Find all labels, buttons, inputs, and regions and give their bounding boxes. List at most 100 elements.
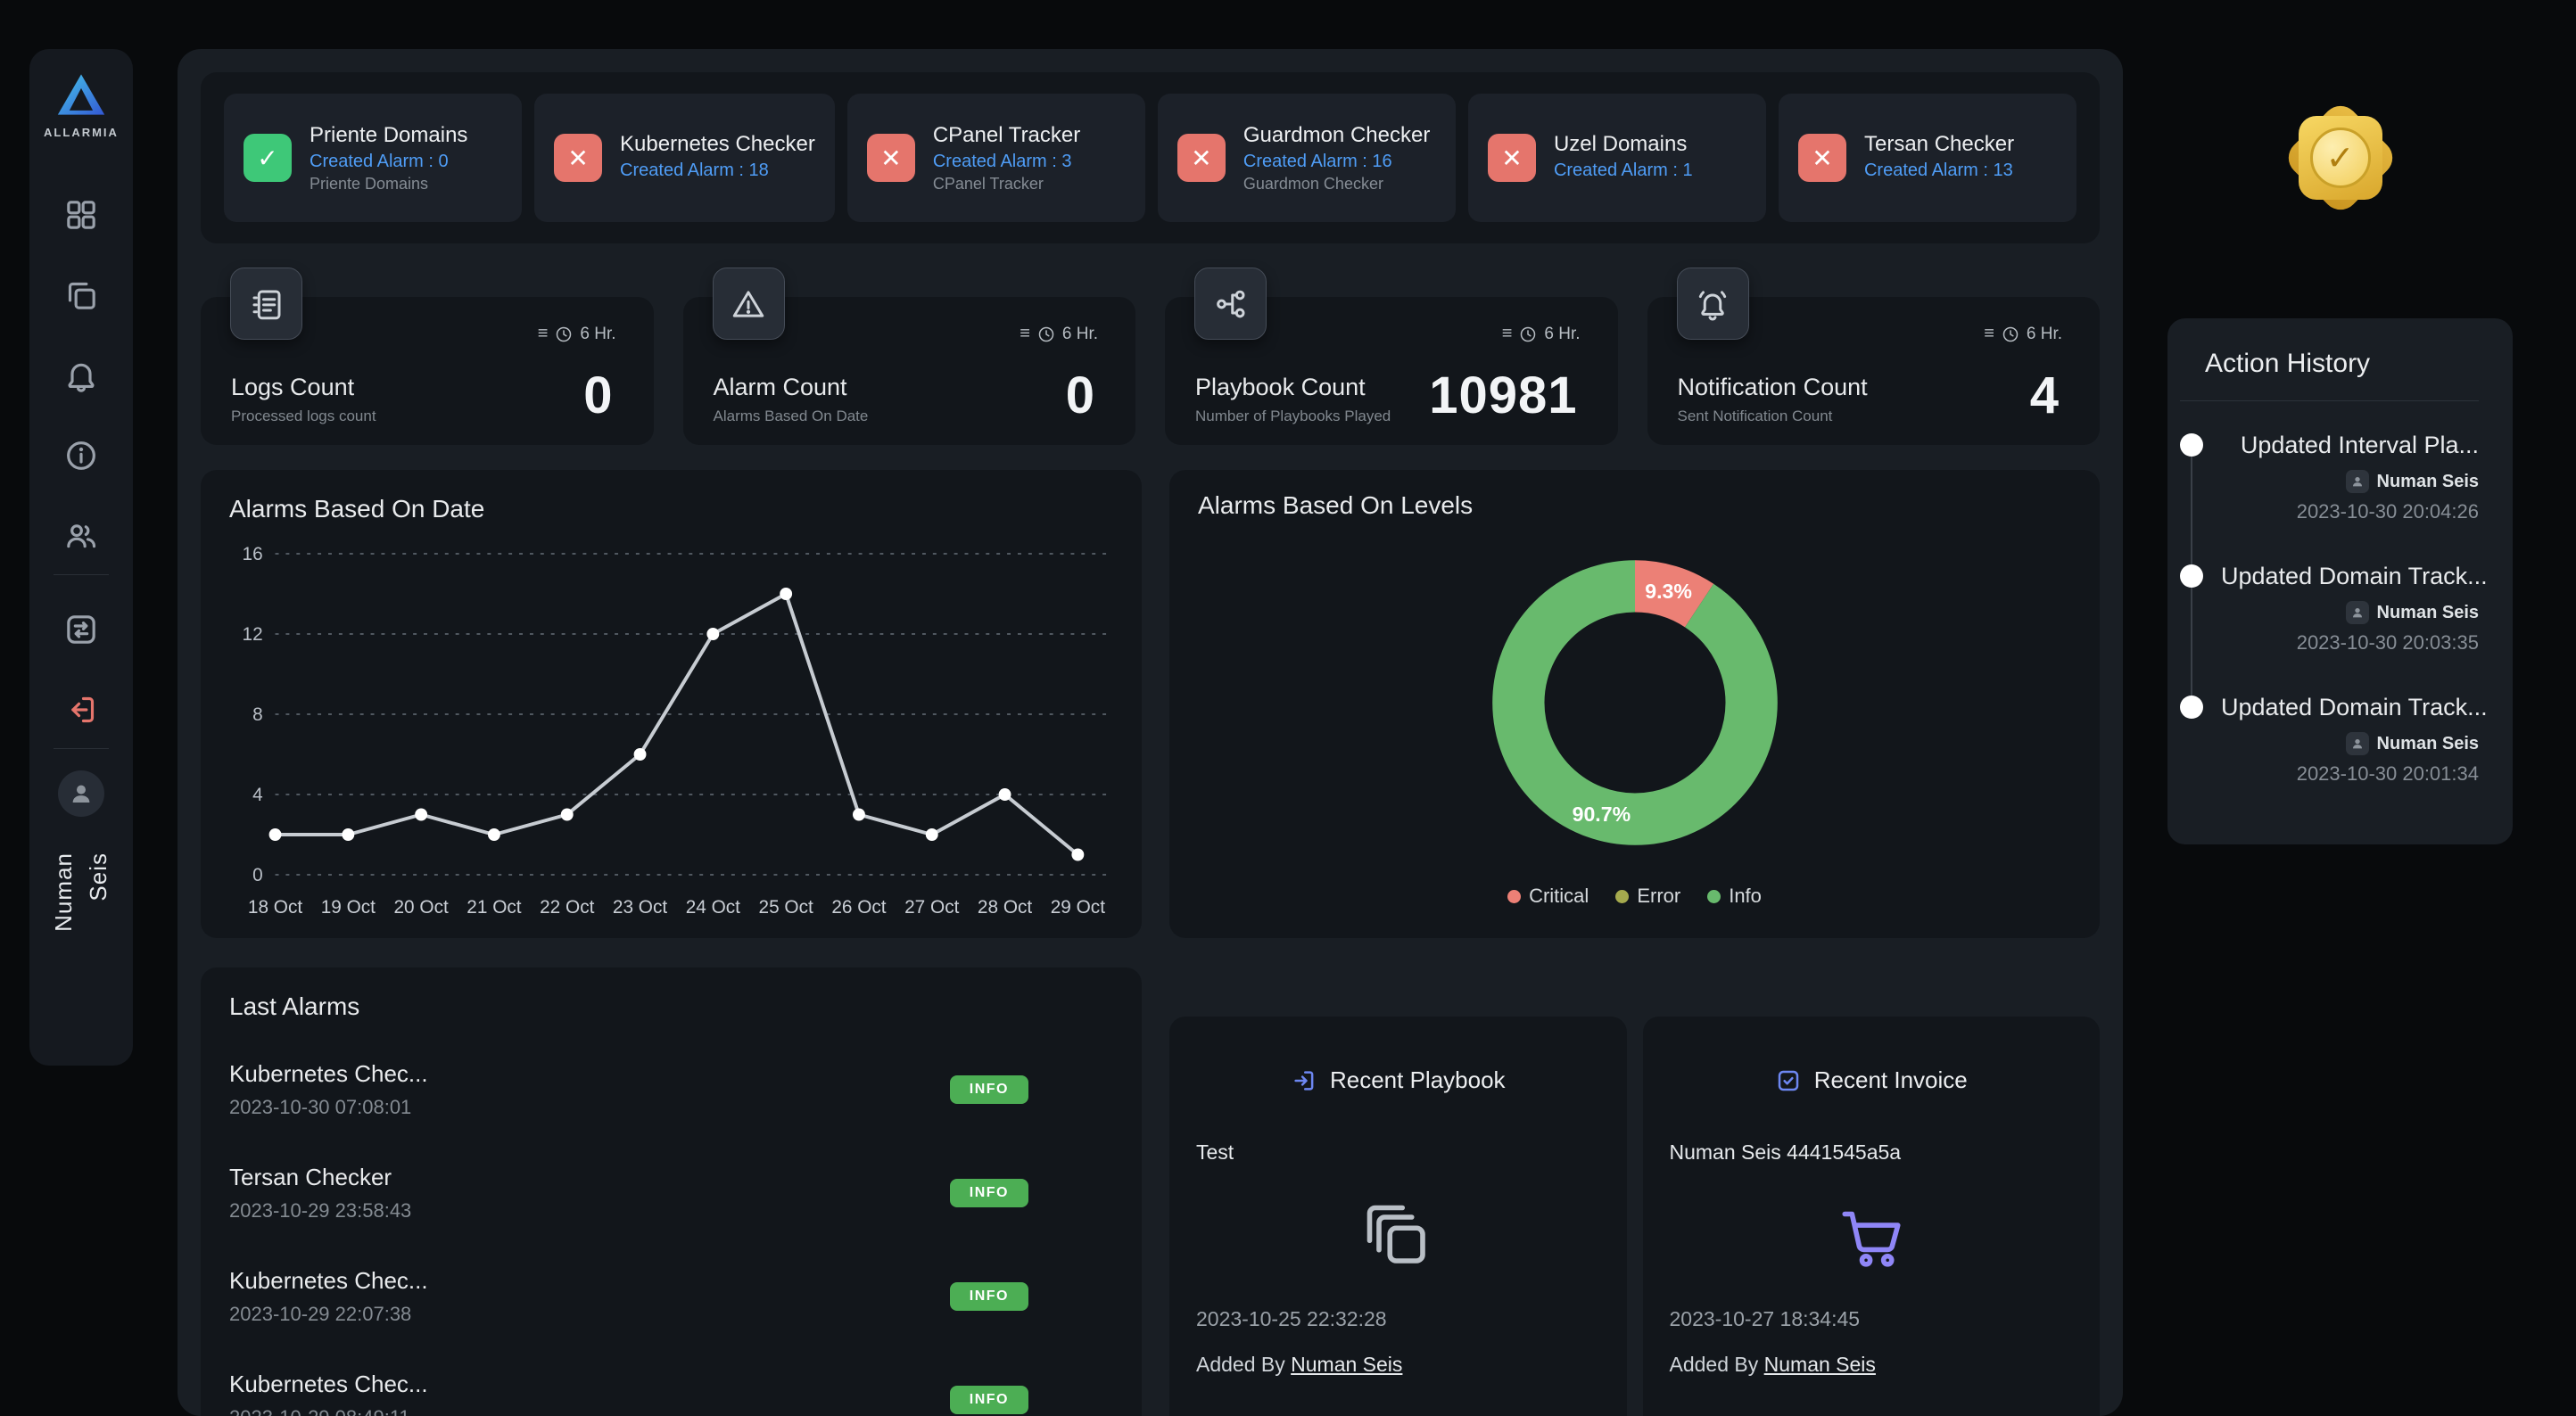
users-icon [67,524,96,548]
stat-title: Notification Count [1677,374,1868,400]
dashboard-grid-icon [67,201,95,229]
monitor-card[interactable]: Kubernetes Checker Created Alarm : 18 [534,94,835,222]
monitor-status-icon [244,134,292,182]
history-entry-title: Updated Domain Track... [2221,694,2488,720]
playbook-timestamp: 2023-10-25 22:32:28 [1196,1307,1387,1330]
monitor-subtitle: Priente Domains [310,174,429,193]
alarm-list-item[interactable]: Tersan Checker 2023-10-29 23:58:43 INFO [229,1149,1113,1237]
sidebar-username: Numan Seis [50,852,112,932]
monitor-text: Guardmon Checker Created Alarm : 16 Guar… [1243,123,1430,193]
monitor-name: Tersan Checker [1863,132,2015,156]
sidebar-item-monitors[interactable] [61,275,102,316]
sidebar-item-dashboard[interactable] [61,194,102,235]
sidebar: ALLARMIA [29,49,133,1066]
history-entry[interactable]: Updated Interval Pla... Numan Seis 2023-… [2180,432,2479,523]
alarm-level-badge: INFO [949,1179,1028,1207]
clock-icon [557,326,572,342]
list-icon: ≡ [1984,324,1994,343]
svg-text:19 Oct: 19 Oct [321,897,376,918]
stat-title: Alarm Count [713,374,847,400]
added-by-user-link[interactable]: Numan Seis [1291,1353,1403,1376]
svg-text:8: 8 [252,704,263,725]
username-last: Seis [85,852,111,901]
sidebar-item-info[interactable] [61,435,102,476]
donut-chart-title: Alarms Based On Levels [1198,491,1474,519]
legend-dot [1507,889,1522,903]
monitor-text: CPanel Tracker Created Alarm : 3 CPanel … [933,123,1080,193]
monitor-status-icon [554,134,603,182]
monitor-card[interactable]: CPanel Tracker Created Alarm : 3 CPanel … [846,94,1145,222]
monitor-card[interactable]: Guardmon Checker Created Alarm : 16 Guar… [1157,94,1456,222]
playbook-name: Test [1196,1140,1234,1164]
svg-text:90.7%: 90.7% [1572,803,1631,826]
stat-period-label: 6 Hr. [2026,324,2062,343]
stat-value: 4 [2029,366,2060,424]
stat-period-label: 6 Hr. [580,324,616,343]
sidebar-divider [54,574,109,575]
monitor-card[interactable]: Tersan Checker Created Alarm : 13 [1778,94,2077,222]
monitor-alarm-count: Created Alarm : 0 [310,151,449,171]
monitor-card[interactable]: Uzel Domains Created Alarm : 1 [1467,94,1766,222]
stat-period: ≡ 6 Hr. [1984,324,2062,344]
invoice-name: Numan Seis 4441545a5a [1669,1140,1902,1164]
monitor-name: Uzel Domains [1553,132,1688,156]
sidebar-item-users[interactable] [61,515,102,556]
logout-icon[interactable] [61,689,102,730]
svg-text:18 Oct: 18 Oct [248,897,302,918]
monitor-name: CPanel Tracker [932,122,1081,147]
stats-row: ≡ 6 Hr. Logs Count Processed logs count … [201,268,2100,445]
added-by-label: Added By [1196,1353,1285,1376]
playbook-login-icon [1294,1070,1314,1091]
monitor-alarm-count: Created Alarm : 16 [1243,151,1392,171]
added-by-user-link[interactable]: Numan Seis [1763,1353,1876,1376]
monitor-subtitle: Guardmon Checker [1243,174,1383,193]
recent-invoice-header: Recent Invoice [1670,1066,2074,1094]
alarm-list-item[interactable]: Kubernetes Chec... 2023-10-29 08:49:11 I… [229,1356,1113,1416]
alarm-name: Kubernetes Chec... [229,1371,428,1397]
monitor-text: Tersan Checker Created Alarm : 13 [1864,132,2014,184]
cart-icon [1670,1198,2074,1273]
alarm-timestamp: 2023-10-30 07:08:01 [229,1096,412,1118]
monitor-text: Uzel Domains Created Alarm : 1 [1554,132,1693,184]
alarms-by-date-card: Alarms Based On Date 0 4 8 12 16 18 Oct 19 Oct… [201,470,1142,938]
svg-text:12: 12 [243,624,263,645]
stat-subtitle: Processed logs count [231,408,376,424]
clock-icon [1038,326,1054,342]
badge-medal-icon: ✓ [2309,128,2371,188]
svg-text:29 Oct: 29 Oct [1051,897,1105,918]
stat-period: ≡ 6 Hr. [1020,324,1098,344]
brand-name: ALLARMIA [44,126,119,139]
layers-icon [68,282,95,309]
alarm-list-item[interactable]: Kubernetes Chec... 2023-10-30 07:08:01 I… [229,1046,1113,1133]
recent-playbook-header: Recent Playbook [1196,1066,1600,1094]
monitor-status-icon [866,134,915,182]
legend-label: Critical [1529,885,1589,907]
stat-value: 10981 [1429,366,1578,424]
stat-subtitle: Sent Notification Count [1677,408,1833,424]
user-avatar[interactable] [58,770,104,817]
alarm-timestamp: 2023-10-29 22:07:38 [229,1303,412,1325]
recent-invoice-title: Recent Invoice [1813,1066,1968,1093]
sidebar-item-settings[interactable] [61,609,102,650]
monitor-status-icon [1487,134,1536,182]
history-entry-time: 2023-10-30 20:04:26 [2296,500,2479,523]
alarms-donut-chart: 9.3% 90.7% [1491,559,1778,845]
history-entry[interactable]: Updated Domain Track... Numan Seis 2023-… [2180,563,2488,654]
brand-logo: ALLARMIA [44,72,119,139]
legend-label: Error [1637,885,1681,907]
right-column: ✓ Action History Updated Interval Pla...… [2167,49,2513,1416]
alarm-name: Kubernetes Chec... [229,1267,428,1294]
alarm-list-item[interactable]: Kubernetes Chec... 2023-10-29 22:07:38 I… [229,1253,1113,1340]
monitor-card[interactable]: Priente Domains Created Alarm : 0 Prient… [224,94,523,222]
playbook-layers-icon [1196,1198,1600,1273]
monitor-subtitle: CPanel Tracker [932,174,1044,193]
history-entry-title: Updated Domain Track... [2221,563,2488,589]
playbook-flow-icon [1194,268,1267,340]
alarm-warning-icon [712,268,785,340]
bell-icon [68,363,95,392]
alarm-text: Kubernetes Chec... 2023-10-30 07:08:01 [229,1060,428,1119]
alarm-text: Kubernetes Chec... 2023-10-29 08:49:11 [229,1371,428,1416]
sidebar-item-alarms[interactable] [61,355,102,396]
history-entry[interactable]: Updated Domain Track... Numan Seis 2023-… [2180,694,2488,786]
alarms-line-chart: 0 4 8 12 16 18 Oct 19 Oct 20 Oct 21 Oct 22 Oct 23 … [243,544,1107,918]
